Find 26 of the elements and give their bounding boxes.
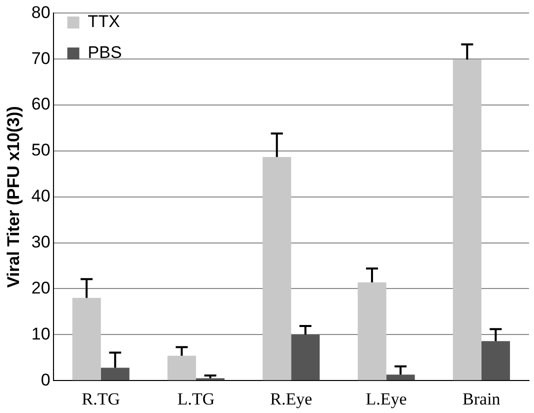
- bar: [291, 334, 320, 380]
- y-tick-label: 50: [31, 140, 50, 160]
- y-tick-label: 70: [31, 48, 50, 68]
- bar: [452, 60, 482, 380]
- x-tick-label: Brain: [462, 389, 501, 408]
- y-tick-label: 30: [31, 232, 50, 252]
- legend-label: PBS: [88, 43, 122, 62]
- x-tick-label: L.TG: [177, 389, 215, 408]
- x-tick-label: R.Eye: [270, 389, 312, 408]
- bar: [386, 374, 415, 380]
- bar: [167, 356, 196, 380]
- y-tick-label: 0: [40, 370, 50, 390]
- y-tick-label: 80: [31, 2, 50, 22]
- x-tick-label: R.TG: [82, 389, 120, 408]
- x-tick-label: L.Eye: [366, 389, 407, 408]
- legend-label: TTX: [88, 12, 120, 32]
- y-tick-label: 20: [31, 278, 50, 298]
- bar: [72, 298, 101, 380]
- bar: [358, 282, 386, 380]
- bar: [481, 341, 510, 380]
- y-tick-label: 40: [31, 186, 50, 206]
- y-axis-title: Viral Titer (PFU x10(3)): [4, 106, 23, 288]
- bar: [100, 368, 130, 380]
- y-tick-label: 10: [31, 324, 50, 344]
- bar: [262, 156, 292, 380]
- y-tick-label: 60: [31, 94, 50, 114]
